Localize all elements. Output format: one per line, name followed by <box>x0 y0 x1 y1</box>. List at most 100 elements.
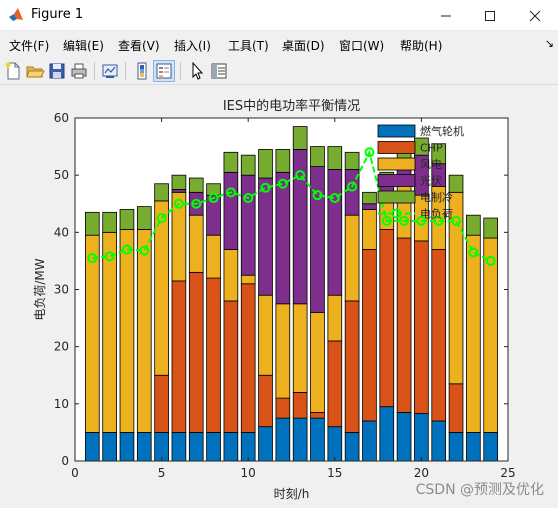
load-marker <box>312 190 323 201</box>
bar-segment <box>136 229 152 433</box>
bar-segment <box>206 432 221 462</box>
new-figure-button[interactable] <box>3 61 23 81</box>
bar-segment <box>102 432 117 462</box>
open-file-button[interactable] <box>25 61 45 81</box>
bar-segment <box>171 280 187 433</box>
close-icon <box>529 10 541 21</box>
bar-segment <box>292 417 308 462</box>
load-marker <box>364 147 375 158</box>
bar-segment <box>431 420 447 462</box>
y-tick-label: 40 <box>54 225 69 239</box>
insert-colorbar-button[interactable] <box>132 61 152 81</box>
legend-entry: 风电 <box>420 158 442 171</box>
x-axis-label: 时刻/h <box>274 487 310 501</box>
bar-segment <box>119 209 135 230</box>
load-marker <box>347 181 358 192</box>
toolbar-separator <box>125 62 126 80</box>
legend-swatch <box>377 157 416 171</box>
menu-file[interactable]: 文件(F) <box>9 39 50 53</box>
load-marker <box>225 187 236 198</box>
close-button[interactable] <box>513 0 557 31</box>
load-marker <box>416 215 427 226</box>
legend-swatch <box>377 174 416 187</box>
bar-segment <box>292 149 308 305</box>
minimize-icon <box>441 15 451 16</box>
bar-segment <box>206 277 221 433</box>
print-button[interactable] <box>69 61 89 81</box>
window-title: Figure 1 <box>31 7 84 22</box>
menu-insert[interactable]: 插入(I) <box>174 39 211 53</box>
open-folder-icon <box>26 66 45 78</box>
bar-segment <box>188 177 204 193</box>
maximize-button[interactable] <box>468 0 512 31</box>
bar-segment <box>223 432 239 462</box>
bar-segment <box>431 249 447 422</box>
insert-legend-button[interactable] <box>153 60 175 82</box>
bar-segment <box>327 169 343 296</box>
bar-segment <box>344 214 360 302</box>
bar-segment <box>379 406 395 462</box>
figure-canvas: 0 5 10 15 20 25 0 10 20 30 40 50 60 燃气轮机 CHP 风电 光伏 电制冷 电负… <box>0 85 558 508</box>
load-marker <box>451 215 462 226</box>
bar-segment <box>466 234 481 433</box>
bar-segment <box>188 271 204 433</box>
bar-segment <box>448 432 464 462</box>
bar-segment <box>223 300 239 433</box>
bar-segment <box>275 149 291 173</box>
bar-segment <box>396 412 412 462</box>
bar-segment <box>258 294 273 376</box>
bar-segment <box>84 234 100 433</box>
bar-segment <box>206 183 221 196</box>
menu-view[interactable]: 查看(V) <box>118 39 160 53</box>
bar-segment <box>240 174 256 276</box>
menu-help[interactable]: 帮助(H) <box>400 39 443 53</box>
x-tick-label: 15 <box>327 466 342 480</box>
link-plot-button[interactable] <box>100 61 120 81</box>
bar-segment <box>258 177 273 296</box>
bar-segment <box>327 426 343 462</box>
x-tick-label: 25 <box>500 466 515 480</box>
save-button[interactable] <box>47 61 67 81</box>
bar-segment <box>310 417 325 462</box>
load-marker <box>381 215 392 226</box>
window-titlebar: Figure 1 <box>0 0 558 31</box>
bar-segment <box>258 374 273 428</box>
bar-segment <box>119 229 135 433</box>
menu-edit[interactable]: 编辑(E) <box>63 39 104 53</box>
load-marker <box>295 170 306 181</box>
pointer-icon <box>192 61 204 80</box>
csdn-watermark: CSDN @预测及优化 <box>415 482 544 498</box>
bar-segment <box>448 174 464 193</box>
bar-segment <box>171 189 187 193</box>
bar-segment <box>310 412 325 419</box>
bar-segment <box>84 432 100 462</box>
x-tick-label: 5 <box>158 466 166 480</box>
bar-segment <box>119 432 135 462</box>
menu-tools[interactable]: 工具(T) <box>228 39 269 53</box>
load-marker <box>121 244 132 255</box>
bar-segment <box>223 151 239 173</box>
bar-segment <box>154 374 169 433</box>
menu-desktop[interactable]: 桌面(D) <box>282 39 325 53</box>
property-inspector-icon <box>211 63 227 79</box>
bar-segment <box>396 237 412 413</box>
bar-segment <box>258 426 273 462</box>
bar-segment <box>344 151 360 170</box>
menu-dock-arrow-icon[interactable]: ↘ <box>544 37 554 50</box>
load-marker <box>329 193 340 204</box>
bar-segment <box>362 191 377 205</box>
bar-segment <box>240 283 256 433</box>
load-marker <box>468 247 479 258</box>
load-marker <box>208 193 219 204</box>
legend-entry: 燃气轮机 <box>420 124 464 138</box>
load-line-layer <box>87 147 496 266</box>
property-inspector-button[interactable] <box>209 61 229 81</box>
menu-window[interactable]: 窗口(W) <box>339 39 385 53</box>
edit-plot-button[interactable] <box>187 61 207 81</box>
bar-segment <box>240 432 256 462</box>
load-marker <box>173 198 184 209</box>
maximize-icon <box>485 10 495 21</box>
load-marker <box>485 255 496 266</box>
minimize-button[interactable] <box>424 0 468 31</box>
